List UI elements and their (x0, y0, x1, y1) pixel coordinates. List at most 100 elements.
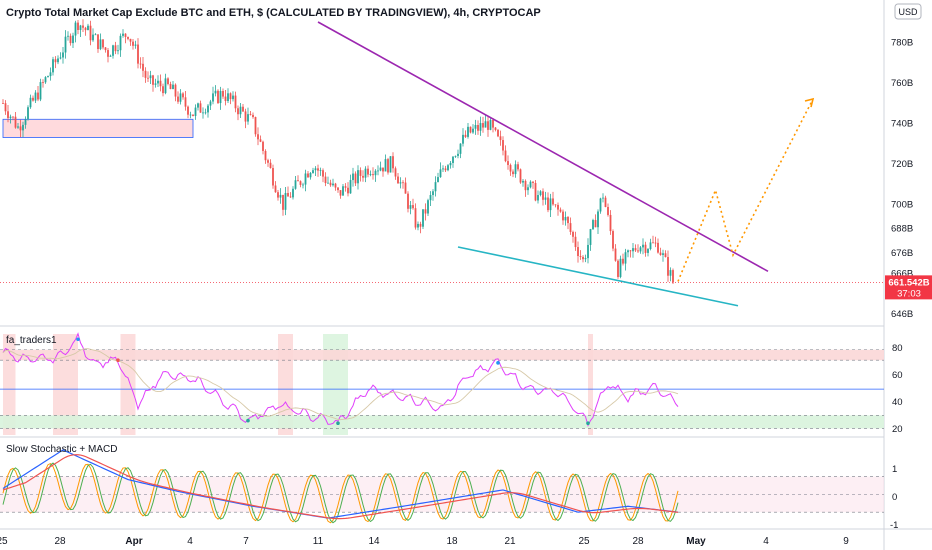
candle-body (207, 105, 209, 113)
candle-body (162, 86, 164, 94)
candle-body (229, 93, 232, 100)
candle-body (589, 229, 592, 245)
candle-body (152, 75, 154, 85)
candle-body (602, 197, 604, 199)
candle-body (222, 90, 224, 97)
candle-body (664, 253, 667, 258)
candle-body (339, 190, 342, 196)
time-tick-label: 7 (243, 536, 249, 547)
candle-body (227, 93, 229, 101)
candle-body (82, 25, 84, 28)
candle-body (269, 162, 272, 169)
candle-body (639, 247, 642, 252)
chart-title: Crypto Total Market Cap Exclude BTC and … (6, 7, 541, 19)
candle-body (417, 223, 419, 228)
support-trendline (457, 246, 739, 307)
candle-body (212, 93, 214, 102)
price-tick-label: 740B (891, 118, 913, 129)
candle-body (334, 183, 337, 188)
candle-body (172, 84, 174, 90)
candle-body (137, 44, 139, 64)
candle-body (89, 25, 92, 41)
candle-body (512, 171, 514, 175)
candle-body (587, 244, 589, 259)
candle-body (274, 185, 277, 193)
candle-body (422, 209, 424, 227)
candle-body (259, 139, 262, 142)
candle-body (139, 63, 142, 65)
candle-body (619, 258, 622, 277)
candle-body (352, 173, 354, 181)
oversold-band (0, 415, 884, 429)
candle-body (199, 103, 202, 113)
candle-body (7, 111, 9, 119)
candle-body (607, 206, 609, 215)
oscillator-marker (336, 421, 340, 425)
candle-body (217, 90, 219, 104)
time-tick-label: 11 (313, 536, 324, 547)
candle-body (452, 156, 454, 163)
candle-body (457, 153, 459, 156)
candle-body (104, 47, 107, 51)
price-tick-label: 666B (891, 268, 913, 279)
candle-body (294, 180, 297, 189)
candle-body (562, 211, 564, 221)
candle-body (67, 35, 69, 37)
candle-body (279, 194, 282, 198)
candle-body (237, 108, 239, 115)
candle-body (182, 93, 184, 98)
indicator1-legend[interactable]: fa_traders1 (6, 335, 57, 346)
candle-body (164, 78, 167, 94)
candle-body (102, 39, 104, 48)
candle-body (169, 83, 172, 90)
candle-body (144, 70, 147, 78)
candle-body (437, 177, 439, 183)
candle-body (319, 170, 322, 172)
price-tick-label: 720B (891, 159, 913, 170)
indicator2-legend[interactable]: Slow Stochastic + MACD (6, 444, 117, 455)
candle-body (27, 107, 29, 120)
candle-body (24, 119, 27, 125)
currency-button[interactable]: USD (894, 3, 922, 20)
currency-label[interactable]: USD (898, 7, 918, 17)
candle-body (99, 39, 102, 50)
candle-body (479, 123, 482, 131)
candle-body (174, 84, 177, 97)
candle-body (94, 34, 97, 36)
candle-body (642, 244, 644, 248)
candle-body (322, 170, 324, 177)
candle-body (192, 114, 194, 116)
candle-body (112, 45, 114, 56)
candle-body (332, 183, 334, 186)
candle-body (299, 181, 302, 185)
candle-body (527, 187, 529, 191)
candle-body (159, 80, 162, 87)
candle-body (449, 162, 452, 166)
price-tick-label: 780B (891, 37, 913, 48)
candle-body (249, 114, 252, 115)
candle-body (609, 214, 612, 232)
candle-body (432, 191, 434, 196)
candle-body (284, 193, 287, 210)
ind1-tick-20: 20 (892, 424, 903, 435)
candle-body (409, 205, 412, 209)
candle-body (502, 140, 504, 151)
candle-body (387, 159, 389, 173)
candle-body (514, 164, 517, 175)
candle-body (459, 143, 462, 154)
candle-body (604, 197, 607, 207)
countdown-label: 37:03 (897, 288, 921, 299)
oscillator-signal-line (2, 348, 679, 421)
candle-body (439, 169, 442, 178)
candle-body (317, 168, 319, 171)
candle-body (252, 114, 254, 118)
candle-body (154, 83, 157, 85)
candle-body (312, 170, 314, 174)
candle-body (374, 170, 377, 176)
oscillator-marker (116, 358, 120, 363)
candle-body (389, 156, 392, 173)
candle-body (287, 193, 289, 197)
candle-body (242, 106, 244, 112)
candle-body (149, 75, 152, 79)
